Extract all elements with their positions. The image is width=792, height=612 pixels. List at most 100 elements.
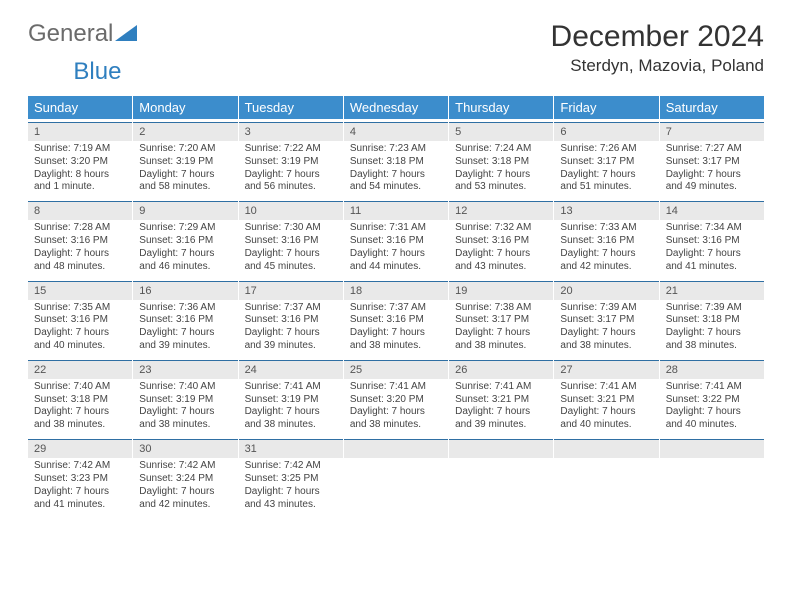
sunrise-line: Sunrise: 7:40 AM xyxy=(34,381,126,394)
day-number: 28 xyxy=(660,360,764,379)
day-cell: 10Sunrise: 7:30 AMSunset: 3:16 PMDayligh… xyxy=(239,198,344,277)
daylight-line: and 46 minutes. xyxy=(139,261,231,274)
sunset-line: Sunset: 3:18 PM xyxy=(455,156,547,169)
day-cell: 11Sunrise: 7:31 AMSunset: 3:16 PMDayligh… xyxy=(344,198,449,277)
day-cell: 4Sunrise: 7:23 AMSunset: 3:18 PMDaylight… xyxy=(344,119,449,198)
sunset-line: Sunset: 3:16 PM xyxy=(34,235,126,248)
daylight-line: Daylight: 7 hours xyxy=(455,248,547,261)
day-number: 14 xyxy=(660,201,764,220)
sunset-line: Sunset: 3:18 PM xyxy=(350,156,442,169)
weekday-header: Friday xyxy=(554,96,659,119)
day-cell: 7 Sunrise: 7:27 AMSunset: 3:17 PMDaylight… xyxy=(660,119,764,198)
sunset-line: Sunset: 3:23 PM xyxy=(34,473,126,486)
day-cell: 22Sunrise: 7:40 AMSunset: 3:18 PMDayligh… xyxy=(28,357,133,436)
daylight-line: and 38 minutes. xyxy=(560,340,652,353)
weekday-header: Thursday xyxy=(449,96,554,119)
day-number: 7 xyxy=(660,122,764,141)
week-row: 29Sunrise: 7:42 AMSunset: 3:23 PMDayligh… xyxy=(28,436,764,515)
day-number: 5 xyxy=(449,122,553,141)
daylight-line: Daylight: 7 hours xyxy=(350,248,442,261)
day-number: 16 xyxy=(133,281,237,300)
sunset-line: Sunset: 3:16 PM xyxy=(666,235,758,248)
daylight-line: Daylight: 7 hours xyxy=(34,327,126,340)
sunrise-line: Sunrise: 7:29 AM xyxy=(139,222,231,235)
daylight-line: Daylight: 7 hours xyxy=(560,169,652,182)
sunset-line: Sunset: 3:17 PM xyxy=(666,156,758,169)
daylight-line: and 58 minutes. xyxy=(139,181,231,194)
sunset-line: Sunset: 3:19 PM xyxy=(139,156,231,169)
title-block: December 2024 Sterdyn, Mazovia, Poland xyxy=(551,20,764,76)
day-number: 20 xyxy=(554,281,658,300)
sunset-line: Sunset: 3:21 PM xyxy=(560,394,652,407)
daylight-line: Daylight: 7 hours xyxy=(350,406,442,419)
sunset-line: Sunset: 3:16 PM xyxy=(350,314,442,327)
sunset-line: Sunset: 3:18 PM xyxy=(34,394,126,407)
sunrise-line: Sunrise: 7:19 AM xyxy=(34,143,126,156)
day-number xyxy=(554,439,658,458)
day-details: Sunrise: 7:26 AMSunset: 3:17 PMDaylight:… xyxy=(560,143,652,194)
day-details: Sunrise: 7:42 AMSunset: 3:24 PMDaylight:… xyxy=(139,460,231,511)
day-details: Sunrise: 7:41 AMSunset: 3:21 PMDaylight:… xyxy=(560,381,652,432)
daylight-line: Daylight: 7 hours xyxy=(455,327,547,340)
day-number: 25 xyxy=(344,360,448,379)
weekday-header: Tuesday xyxy=(239,96,344,119)
sunset-line: Sunset: 3:19 PM xyxy=(245,394,337,407)
sunrise-line: Sunrise: 7:27 AM xyxy=(666,143,758,156)
sunrise-line: Sunrise: 7:32 AM xyxy=(455,222,547,235)
daylight-line: and 43 minutes. xyxy=(245,499,337,512)
day-details: Sunrise: 7:32 AMSunset: 3:16 PMDaylight:… xyxy=(455,222,547,273)
daylight-line: and 53 minutes. xyxy=(455,181,547,194)
daylight-line: and 39 minutes. xyxy=(245,340,337,353)
daylight-line: and 45 minutes. xyxy=(245,261,337,274)
day-details: Sunrise: 7:41 AMSunset: 3:20 PMDaylight:… xyxy=(350,381,442,432)
day-cell xyxy=(449,436,554,515)
daylight-line: and 38 minutes. xyxy=(139,419,231,432)
calendar: SundayMondayTuesdayWednesdayThursdayFrid… xyxy=(28,96,764,515)
day-cell: 15Sunrise: 7:35 AMSunset: 3:16 PMDayligh… xyxy=(28,278,133,357)
day-cell: 30Sunrise: 7:42 AMSunset: 3:24 PMDayligh… xyxy=(133,436,238,515)
day-cell: 18 Sunrise: 7:37 AMSunset: 3:16 PMDayligh… xyxy=(344,278,449,357)
sunset-line: Sunset: 3:17 PM xyxy=(560,156,652,169)
daylight-line: and 40 minutes. xyxy=(34,340,126,353)
sunset-line: Sunset: 3:25 PM xyxy=(245,473,337,486)
weekday-header: Monday xyxy=(133,96,238,119)
day-details: Sunrise: 7:23 AMSunset: 3:18 PMDaylight:… xyxy=(350,143,442,194)
sunset-line: Sunset: 3:17 PM xyxy=(455,314,547,327)
day-number: 18 xyxy=(344,281,448,300)
daylight-line: and 43 minutes. xyxy=(455,261,547,274)
sunrise-line: Sunrise: 7:30 AM xyxy=(245,222,337,235)
day-number: 24 xyxy=(239,360,343,379)
daylight-line: Daylight: 7 hours xyxy=(666,169,758,182)
sunset-line: Sunset: 3:24 PM xyxy=(139,473,231,486)
day-cell: 3Sunrise: 7:22 AMSunset: 3:19 PMDaylight… xyxy=(239,119,344,198)
day-number: 6 xyxy=(554,122,658,141)
daylight-line: and 1 minute. xyxy=(34,181,126,194)
sunset-line: Sunset: 3:16 PM xyxy=(139,235,231,248)
brand-triangle-icon xyxy=(115,23,137,41)
daylight-line: and 51 minutes. xyxy=(560,181,652,194)
day-details: Sunrise: 7:37 AMSunset: 3:16 PMDaylight:… xyxy=(350,302,442,353)
day-number: 12 xyxy=(449,201,553,220)
day-number: 2 xyxy=(133,122,237,141)
sunrise-line: Sunrise: 7:20 AM xyxy=(139,143,231,156)
day-number: 10 xyxy=(239,201,343,220)
daylight-line: Daylight: 7 hours xyxy=(560,248,652,261)
daylight-line: and 42 minutes. xyxy=(139,499,231,512)
week-row: 22Sunrise: 7:40 AMSunset: 3:18 PMDayligh… xyxy=(28,357,764,436)
day-details: Sunrise: 7:35 AMSunset: 3:16 PMDaylight:… xyxy=(34,302,126,353)
daylight-line: and 41 minutes. xyxy=(666,261,758,274)
day-details: Sunrise: 7:24 AMSunset: 3:18 PMDaylight:… xyxy=(455,143,547,194)
day-details: Sunrise: 7:37 AMSunset: 3:16 PMDaylight:… xyxy=(245,302,337,353)
day-details: Sunrise: 7:31 AMSunset: 3:16 PMDaylight:… xyxy=(350,222,442,273)
day-details: Sunrise: 7:38 AMSunset: 3:17 PMDaylight:… xyxy=(455,302,547,353)
sunrise-line: Sunrise: 7:24 AM xyxy=(455,143,547,156)
day-cell: 5 Sunrise: 7:24 AMSunset: 3:18 PMDaylight… xyxy=(449,119,554,198)
daylight-line: Daylight: 7 hours xyxy=(34,248,126,261)
sunrise-line: Sunrise: 7:40 AM xyxy=(139,381,231,394)
day-number: 29 xyxy=(28,439,132,458)
sunrise-line: Sunrise: 7:39 AM xyxy=(560,302,652,315)
weekday-header-row: SundayMondayTuesdayWednesdayThursdayFrid… xyxy=(28,96,764,119)
day-details: Sunrise: 7:19 AMSunset: 3:20 PMDaylight:… xyxy=(34,143,126,194)
daylight-line: and 56 minutes. xyxy=(245,181,337,194)
day-cell: 9Sunrise: 7:29 AMSunset: 3:16 PMDaylight… xyxy=(133,198,238,277)
